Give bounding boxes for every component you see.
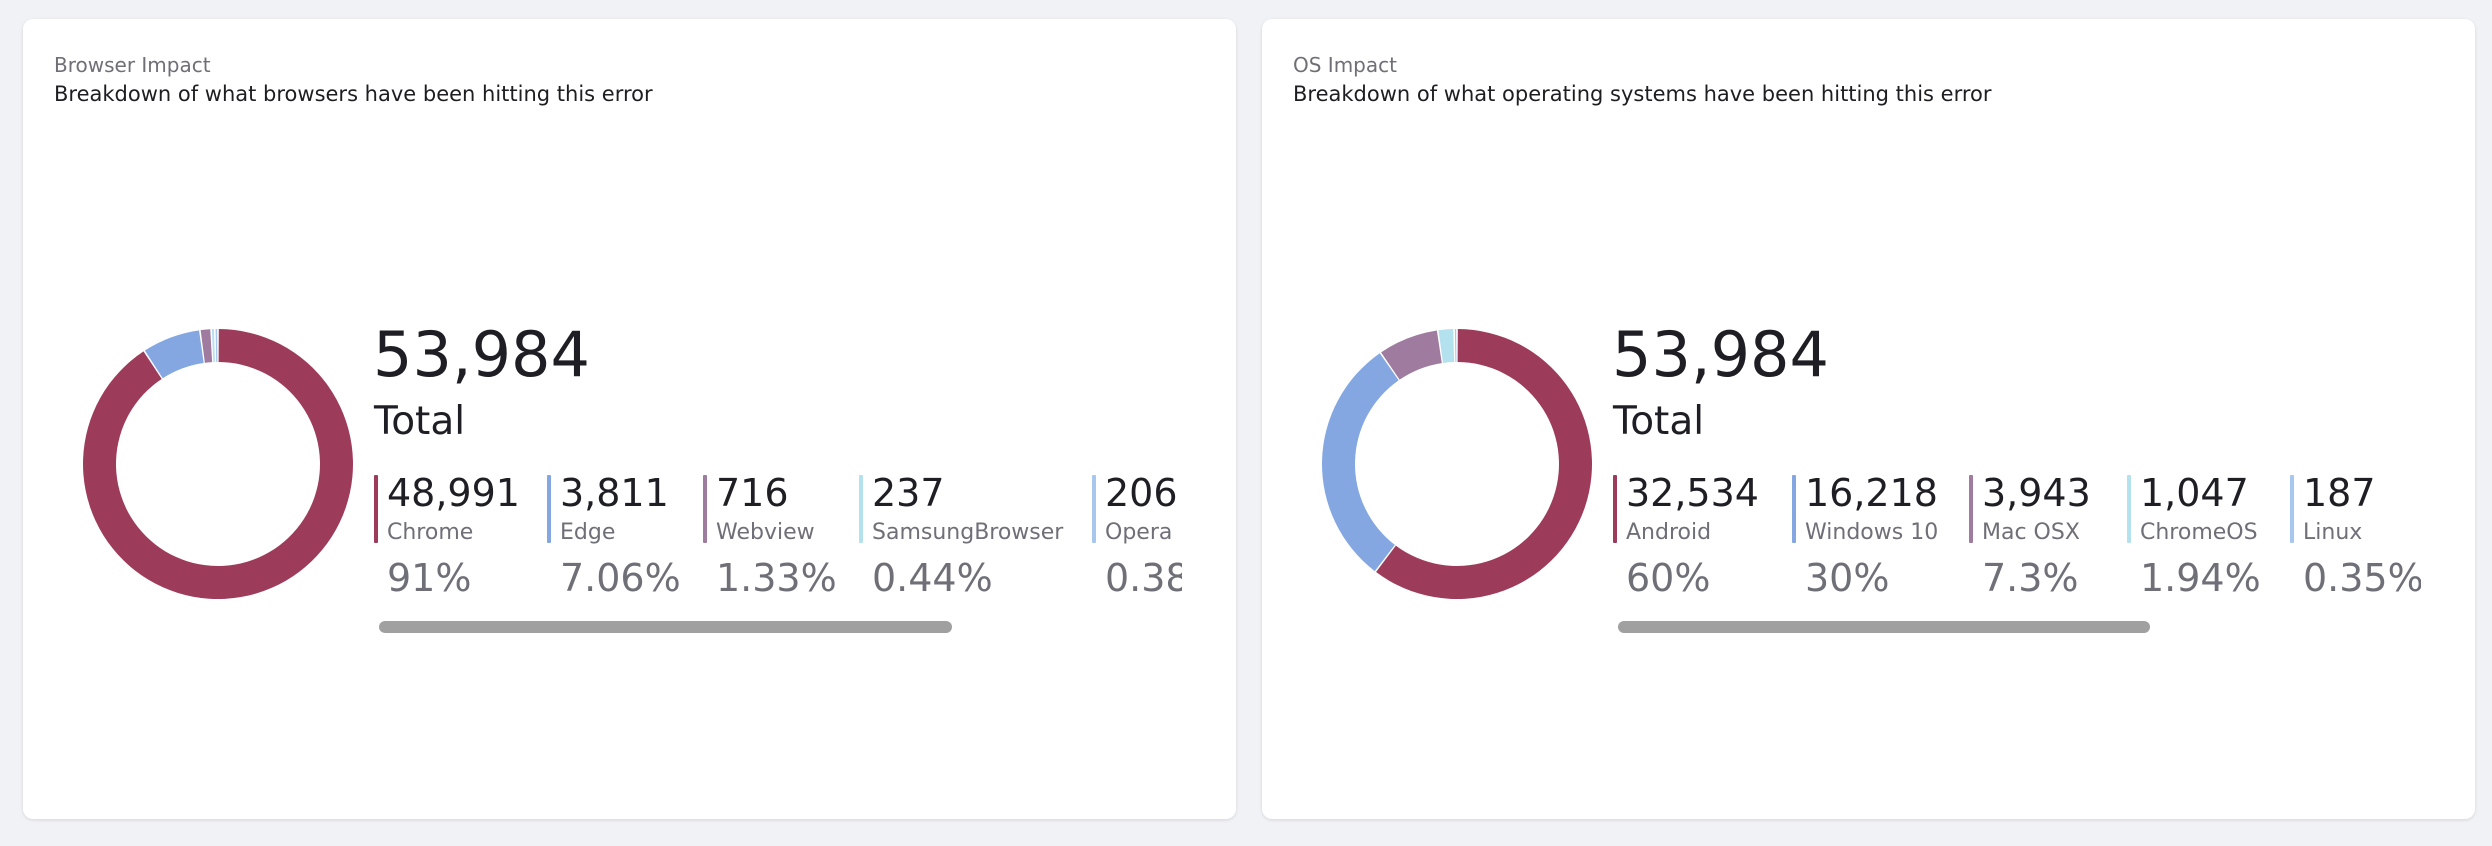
- legend-item-android[interactable]: 32,534 Android 60%: [1613, 475, 1759, 605]
- legend-percent: 7.3%: [1982, 556, 2079, 600]
- legend-percent: 30%: [1805, 556, 1890, 600]
- legend-count: 3,943: [1982, 475, 2091, 515]
- legend-color-bar: [2290, 475, 2294, 543]
- legend-count: 3,811: [560, 475, 669, 515]
- donut-slice-webview[interactable]: [200, 329, 213, 363]
- legend-percent: 1.33%: [716, 556, 837, 600]
- card-subtitle: Breakdown of what operating systems have…: [1293, 82, 1992, 106]
- legend-name: Webview: [716, 520, 815, 545]
- legend-item-webview[interactable]: 716 Webview 1.33%: [703, 475, 837, 605]
- legend-percent: 0.38%: [1105, 556, 1182, 600]
- donut-slice-android[interactable]: [1376, 329, 1592, 599]
- legend-row: 48,991 Chrome 91% 3,811 Edge 7.06% 716 W…: [374, 475, 1182, 605]
- donut-slice-edge[interactable]: [144, 330, 204, 379]
- legend-name: Linux: [2303, 520, 2363, 545]
- donut-slice-mac-osx[interactable]: [1381, 330, 1442, 380]
- legend-name: Opera: [1105, 520, 1173, 545]
- legend-row: 32,534 Android 60% 16,218 Windows 10 30%…: [1613, 475, 2421, 605]
- legend-name: Windows 10: [1805, 520, 1939, 545]
- total-value: 53,984: [373, 318, 590, 391]
- browser-impact-card: Browser Impact Breakdown of what browser…: [23, 19, 1236, 819]
- donut-slice-linux[interactable]: [1454, 329, 1457, 363]
- legend-percent: 91%: [387, 556, 472, 600]
- legend-count: 48,991: [387, 475, 520, 515]
- donut-slice-chromeos[interactable]: [1438, 329, 1455, 363]
- legend-color-bar: [859, 475, 863, 543]
- legend-color-bar: [1092, 475, 1096, 543]
- legend-name: SamsungBrowser: [872, 520, 1064, 545]
- donut-slice-samsungbrowser[interactable]: [211, 329, 215, 363]
- legend-percent: 1.94%: [2140, 556, 2261, 600]
- legend-scroll-area[interactable]: 32,534 Android 60% 16,218 Windows 10 30%…: [1613, 475, 2421, 635]
- legend-percent: 7.06%: [560, 556, 681, 600]
- legend-name: Chrome: [387, 520, 474, 545]
- legend-name: Android: [1626, 520, 1712, 545]
- legend-name: ChromeOS: [2140, 520, 2258, 545]
- legend-item-opera[interactable]: 206 Opera 0.38%: [1092, 475, 1182, 605]
- legend-count: 187: [2303, 475, 2376, 515]
- legend-color-bar: [703, 475, 707, 543]
- legend-count: 32,534: [1626, 475, 1759, 515]
- card-subtitle: Breakdown of what browsers have been hit…: [54, 82, 653, 106]
- card-title: Browser Impact: [54, 53, 211, 77]
- legend-color-bar: [547, 475, 551, 543]
- legend-count: 716: [716, 475, 789, 515]
- legend-name: Mac OSX: [1982, 520, 2080, 545]
- legend-item-windows-10[interactable]: 16,218 Windows 10 30%: [1792, 475, 1938, 605]
- legend-color-bar: [1792, 475, 1796, 543]
- legend-count: 237: [872, 475, 945, 515]
- legend-count: 206: [1105, 475, 1178, 515]
- legend-color-bar: [374, 475, 378, 543]
- legend-count: 16,218: [1805, 475, 1938, 515]
- legend-color-bar: [1613, 475, 1617, 543]
- total-label: Total: [1613, 399, 1705, 444]
- donut-slice-opera[interactable]: [215, 329, 218, 363]
- donut-slice-chrome[interactable]: [83, 329, 353, 599]
- os-impact-card: OS Impact Breakdown of what operating sy…: [1262, 19, 2475, 819]
- legend-item-linux[interactable]: 187 Linux 0.35%: [2290, 475, 2421, 605]
- legend-item-mac-osx[interactable]: 3,943 Mac OSX 7.3%: [1969, 475, 2091, 605]
- legend-item-samsungbrowser[interactable]: 237 SamsungBrowser 0.44%: [859, 475, 1063, 605]
- legend-horizontal-scrollbar[interactable]: [1618, 621, 2150, 633]
- legend-percent: 60%: [1626, 556, 1711, 600]
- legend-color-bar: [2127, 475, 2131, 543]
- legend-percent: 0.44%: [872, 556, 993, 600]
- total-label: Total: [374, 399, 466, 444]
- os-donut-chart[interactable]: [1322, 329, 1592, 599]
- legend-scroll-area[interactable]: 48,991 Chrome 91% 3,811 Edge 7.06% 716 W…: [374, 475, 1182, 635]
- donut-slice-windows-10[interactable]: [1322, 353, 1399, 572]
- legend-item-chrome[interactable]: 48,991 Chrome 91%: [374, 475, 520, 605]
- legend-horizontal-scrollbar[interactable]: [379, 621, 952, 633]
- card-title: OS Impact: [1293, 53, 1397, 77]
- legend-name: Edge: [560, 520, 616, 545]
- legend-item-edge[interactable]: 3,811 Edge 7.06%: [547, 475, 681, 605]
- browser-donut-chart[interactable]: [83, 329, 353, 599]
- legend-percent: 0.35%: [2303, 556, 2421, 600]
- total-value: 53,984: [1612, 318, 1829, 391]
- legend-item-chromeos[interactable]: 1,047 ChromeOS 1.94%: [2127, 475, 2261, 605]
- legend-count: 1,047: [2140, 475, 2249, 515]
- legend-color-bar: [1969, 475, 1973, 543]
